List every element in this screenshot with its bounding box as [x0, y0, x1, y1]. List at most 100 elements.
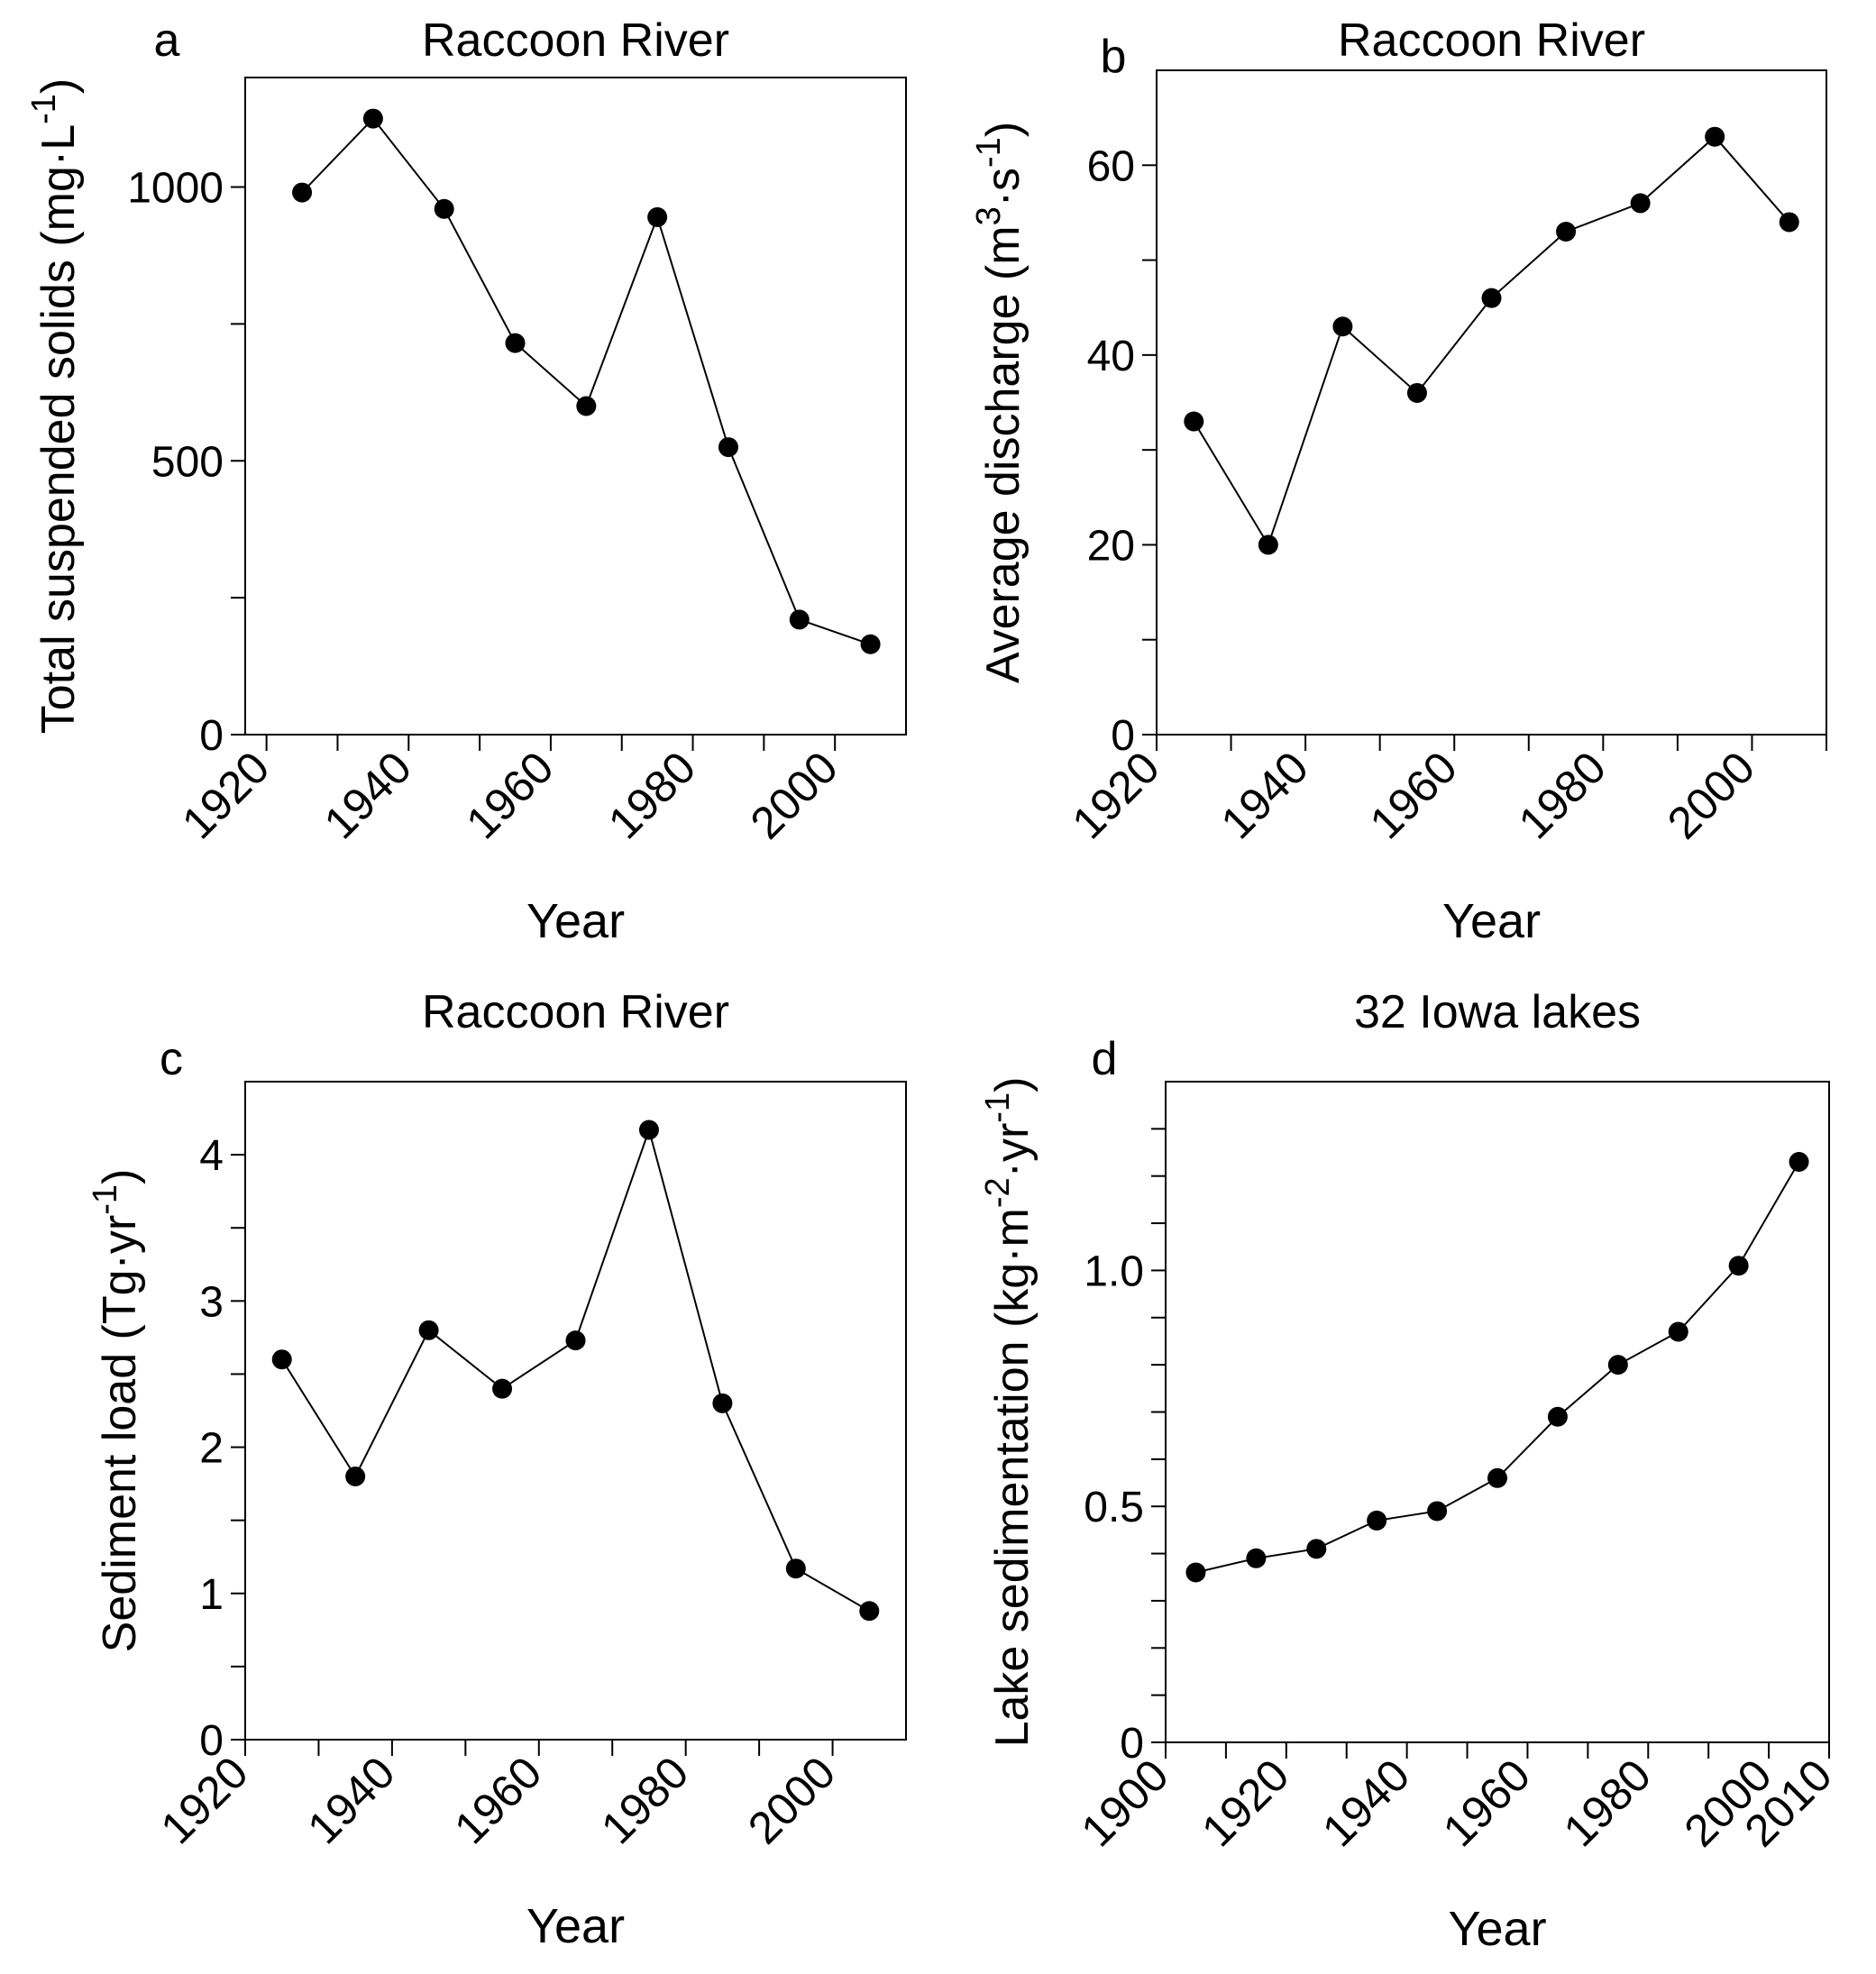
data-point-d-1945 [1427, 1501, 1448, 1522]
y-tick-label-d-0: 0 [1120, 1720, 1144, 1768]
x-tick-label-a-1980: 1980 [599, 742, 705, 848]
y-tick-label-b-20: 20 [1087, 522, 1135, 570]
data-point-a-2005 [860, 634, 881, 654]
panel-letter-a: a [154, 14, 180, 67]
series-line-c [280, 1127, 870, 1613]
plot-frame-c [244, 1081, 907, 1741]
data-point-c-1925 [271, 1349, 292, 1370]
y-axis-label-b: Average discharge (m3·s-1) [970, 122, 1030, 683]
y-axis-label-part-a-2: ) [32, 78, 85, 94]
x-tick-label-d-1940: 1940 [1313, 1750, 1419, 1856]
y-axis-label-part-a-1: -1 [25, 94, 63, 124]
data-point-d-1985 [1668, 1321, 1688, 1342]
data-point-d-2005 [1789, 1152, 1809, 1173]
data-point-a-1935 [362, 108, 383, 129]
plot-frame-d [1165, 1081, 1830, 1743]
data-point-c-1985 [712, 1393, 733, 1413]
panel-b: Raccoon River b 1920 1940 1960 1980 2000 0 20 40 6… [929, 0, 1876, 964]
x-tick-label-c-1940: 1940 [297, 1747, 404, 1853]
y-tick-label-b-0: 0 [1111, 712, 1135, 760]
y-axis-label-part-d-1: -2 [979, 1177, 1017, 1208]
y-axis-label-part-d-2: ·yr [986, 1123, 1039, 1178]
y-axis-label-part-a-0: Total suspended solids (mg·L [32, 124, 85, 734]
x-tick-label-b-1980: 1980 [1509, 742, 1615, 848]
x-tick-label-a-1920: 1920 [172, 742, 279, 848]
x-tick-label-c-1980: 1980 [591, 1747, 698, 1853]
data-point-b-1965 [1481, 288, 1502, 308]
y-tick-label-a-1000: 1000 [127, 165, 224, 213]
x-tick-label-d-1960: 1960 [1433, 1750, 1540, 1856]
chart-a-svg: Raccoon River a 1920 1940 1960 1980 2000 0 500 10… [25, 14, 907, 948]
y-axis-label-part-b-4: ) [977, 122, 1030, 137]
y-axis-label-c: Sediment load (Tg·yr-1) [87, 1169, 146, 1653]
data-point-c-1945 [418, 1320, 439, 1340]
data-point-d-1925 [1306, 1539, 1327, 1559]
data-point-b-1925 [1184, 411, 1204, 432]
data-point-d-1935 [1367, 1510, 1387, 1531]
panel-letter-b: b [1101, 31, 1127, 83]
y-axis-label-part-d-3: -1 [979, 1092, 1017, 1123]
y-axis-label-a: Total suspended solids (mg·L-1) [25, 78, 85, 734]
x-tick-label-b-2000: 2000 [1658, 742, 1764, 848]
y-tick-label-d-1: 1.0 [1084, 1247, 1144, 1295]
data-point-c-1965 [565, 1330, 586, 1351]
plot-frame-b [1156, 69, 1827, 736]
data-point-d-1955 [1487, 1467, 1507, 1488]
data-point-c-1935 [345, 1467, 366, 1486]
data-point-b-1985 [1630, 193, 1651, 214]
chart-title-c: Raccoon River [422, 986, 729, 1038]
x-axis-label-c: Year [526, 1899, 625, 1953]
data-point-b-1995 [1705, 126, 1725, 147]
x-tick-label-a-1940: 1940 [315, 742, 421, 848]
y-axis-label-part-c-0: Sediment load (Tg·yr [94, 1215, 146, 1653]
y-axis-label-part-c-1: -1 [87, 1184, 124, 1215]
data-point-a-1945 [434, 198, 454, 219]
panel-c: Raccoon River c 1920 1940 1960 1980 2000 0 1 2 3 4 Y… [18, 964, 929, 1974]
data-point-b-2005 [1779, 212, 1799, 233]
y-axis-label-part-b-0: Average discharge (m [977, 225, 1030, 683]
data-point-a-1995 [789, 609, 810, 630]
series-line-d [1195, 1161, 1800, 1574]
data-point-c-1955 [492, 1378, 513, 1399]
y-axis-label-part-b-3: -1 [970, 137, 1008, 168]
x-axis-label-d: Year [1448, 1902, 1546, 1956]
data-point-a-1975 [647, 206, 668, 227]
y-axis-label-d: Lake sedimentation (kg·m-2·yr-1) [979, 1077, 1039, 1748]
y-tick-label-c-1: 1 [199, 1571, 224, 1619]
y-axis-label-part-d-4: ) [986, 1077, 1039, 1092]
y-axis-label-part-b-2: ·s [977, 168, 1030, 206]
y-tick-label-c-4: 4 [199, 1132, 224, 1180]
data-point-b-1945 [1332, 316, 1353, 337]
y-tick-label-a-0: 0 [199, 712, 224, 760]
chart-title-a: Raccoon River [422, 14, 729, 67]
data-point-a-1965 [576, 396, 597, 416]
y-tick-label-c-3: 3 [199, 1278, 224, 1326]
series-line-b [1193, 135, 1790, 547]
data-point-d-1905 [1185, 1562, 1206, 1583]
panel-d: 32 Iowa lakes d 1900 1920 1940 1960 1980 2000 20… [929, 964, 1876, 1974]
data-point-d-1995 [1728, 1256, 1749, 1276]
data-point-c-1995 [785, 1558, 806, 1579]
series-line-a [301, 117, 871, 645]
x-tick-label-c-2000: 2000 [738, 1747, 845, 1853]
chart-title-d: 32 Iowa lakes [1354, 986, 1641, 1038]
y-tick-label-c-0: 0 [199, 1717, 224, 1765]
data-point-b-1975 [1556, 221, 1577, 242]
y-tick-label-b-60: 60 [1087, 142, 1135, 190]
y-axis-label-part-d-0: Lake sedimentation (kg·m [986, 1208, 1039, 1747]
y-axis-label-part-c-2: ) [94, 1169, 146, 1184]
data-point-a-1955 [505, 333, 526, 353]
panel-letter-c: c [160, 1033, 183, 1085]
data-point-d-1915 [1246, 1548, 1267, 1568]
x-tick-label-c-1960: 1960 [444, 1747, 551, 1853]
data-point-c-1975 [638, 1120, 659, 1140]
x-tick-label-a-1960: 1960 [456, 742, 563, 848]
data-point-b-1955 [1406, 382, 1427, 403]
y-tick-label-d-0.5: 0.5 [1084, 1484, 1144, 1531]
data-point-b-1935 [1258, 535, 1278, 555]
x-tick-label-a-2000: 2000 [741, 742, 847, 848]
data-point-d-1975 [1607, 1355, 1628, 1375]
